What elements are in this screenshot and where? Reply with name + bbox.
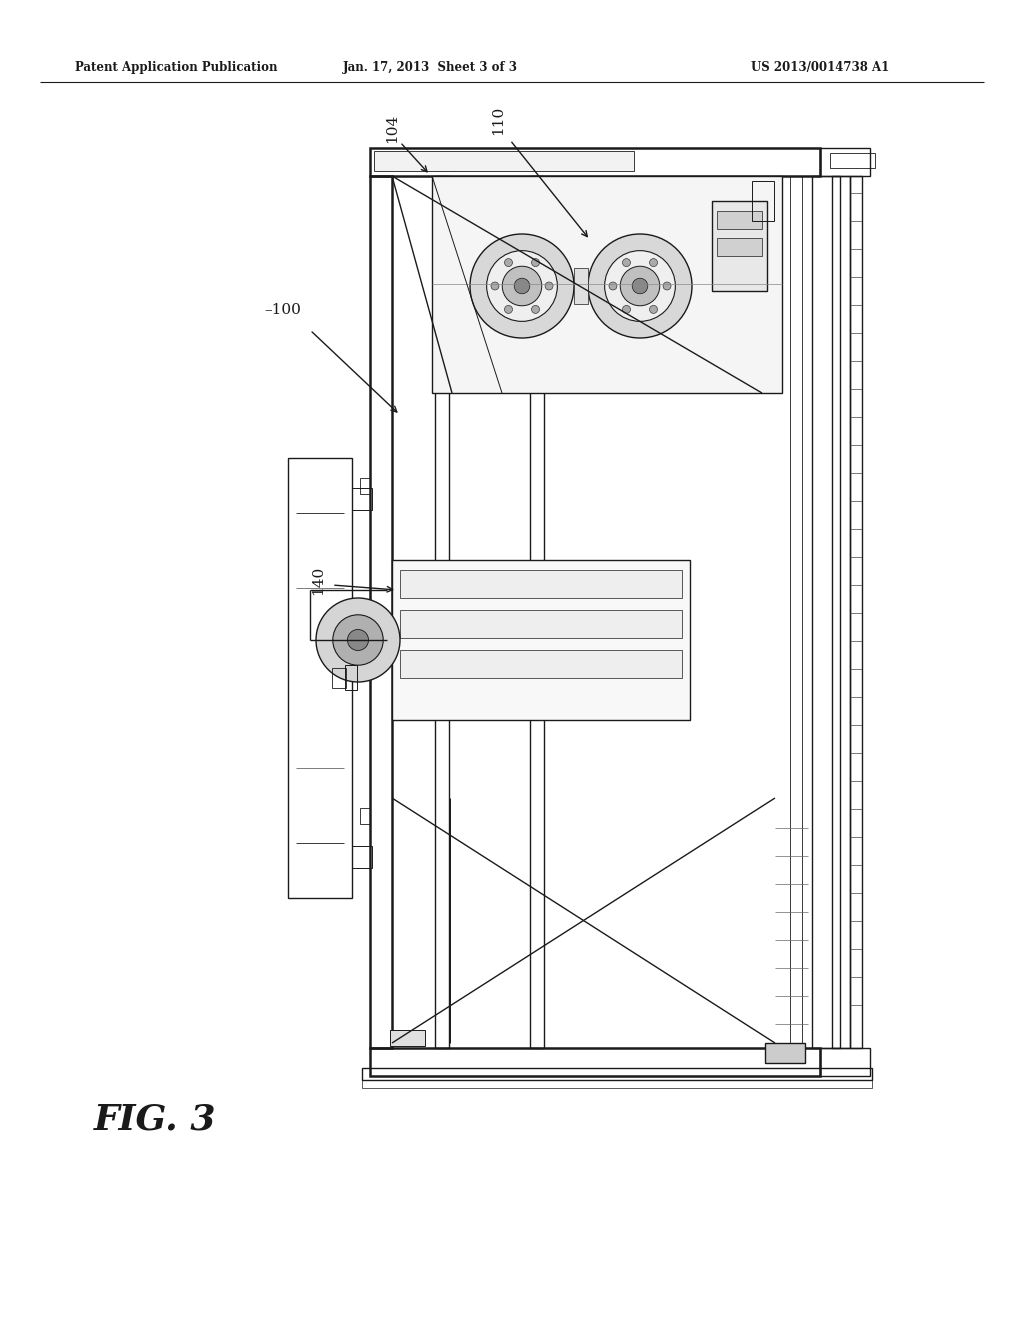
Text: 140: 140 bbox=[311, 565, 325, 594]
Text: Patent Application Publication: Patent Application Publication bbox=[75, 62, 278, 74]
Bar bbox=[360, 478, 370, 494]
Bar bbox=[390, 1030, 425, 1045]
Circle shape bbox=[545, 282, 553, 290]
Circle shape bbox=[490, 282, 499, 290]
Bar bbox=[435, 176, 449, 1048]
Circle shape bbox=[531, 259, 540, 267]
Circle shape bbox=[347, 630, 369, 651]
Bar bbox=[831, 176, 850, 1048]
Circle shape bbox=[470, 234, 574, 338]
Text: Jan. 17, 2013  Sheet 3 of 3: Jan. 17, 2013 Sheet 3 of 3 bbox=[342, 62, 517, 74]
Bar bbox=[820, 1048, 870, 1076]
Bar bbox=[717, 238, 762, 256]
Bar bbox=[400, 570, 682, 598]
Bar bbox=[850, 176, 862, 1048]
Circle shape bbox=[333, 615, 383, 665]
Bar bbox=[345, 665, 357, 690]
Bar bbox=[362, 1068, 872, 1080]
Text: US 2013/0014738 A1: US 2013/0014738 A1 bbox=[751, 62, 889, 74]
Circle shape bbox=[502, 267, 542, 306]
Bar bbox=[765, 1043, 805, 1063]
Bar bbox=[574, 268, 588, 304]
Circle shape bbox=[514, 279, 529, 294]
Bar bbox=[392, 560, 690, 719]
Circle shape bbox=[609, 282, 616, 290]
Text: FIG. 3: FIG. 3 bbox=[94, 1104, 216, 1137]
Bar bbox=[370, 176, 392, 1048]
Bar bbox=[400, 610, 682, 638]
Text: 110: 110 bbox=[490, 106, 505, 135]
Circle shape bbox=[505, 305, 512, 313]
Bar bbox=[352, 488, 372, 510]
Circle shape bbox=[604, 251, 676, 321]
Bar bbox=[820, 148, 870, 176]
Bar bbox=[332, 668, 346, 688]
Circle shape bbox=[588, 234, 692, 338]
Circle shape bbox=[621, 267, 659, 306]
Text: –100: –100 bbox=[264, 304, 301, 317]
Circle shape bbox=[531, 305, 540, 313]
Bar bbox=[352, 846, 372, 869]
Circle shape bbox=[486, 251, 557, 321]
Bar bbox=[530, 176, 544, 1048]
Bar bbox=[400, 649, 682, 678]
Bar bbox=[790, 176, 802, 1048]
Circle shape bbox=[632, 279, 648, 294]
Bar bbox=[765, 1043, 805, 1063]
Circle shape bbox=[623, 305, 631, 313]
Bar bbox=[752, 181, 774, 220]
Text: 104: 104 bbox=[385, 114, 399, 143]
Circle shape bbox=[664, 282, 671, 290]
Bar bbox=[362, 1080, 872, 1088]
Bar bbox=[370, 1048, 820, 1076]
Circle shape bbox=[316, 598, 400, 682]
Circle shape bbox=[505, 259, 512, 267]
Bar bbox=[812, 176, 840, 1048]
Bar bbox=[360, 808, 370, 824]
Bar bbox=[370, 148, 820, 176]
Circle shape bbox=[649, 259, 657, 267]
Bar bbox=[374, 150, 634, 172]
Bar bbox=[288, 458, 352, 898]
Circle shape bbox=[649, 305, 657, 313]
Bar bbox=[432, 176, 782, 393]
Bar bbox=[712, 201, 767, 290]
Bar bbox=[830, 153, 874, 168]
Circle shape bbox=[623, 259, 631, 267]
Bar bbox=[717, 211, 762, 228]
